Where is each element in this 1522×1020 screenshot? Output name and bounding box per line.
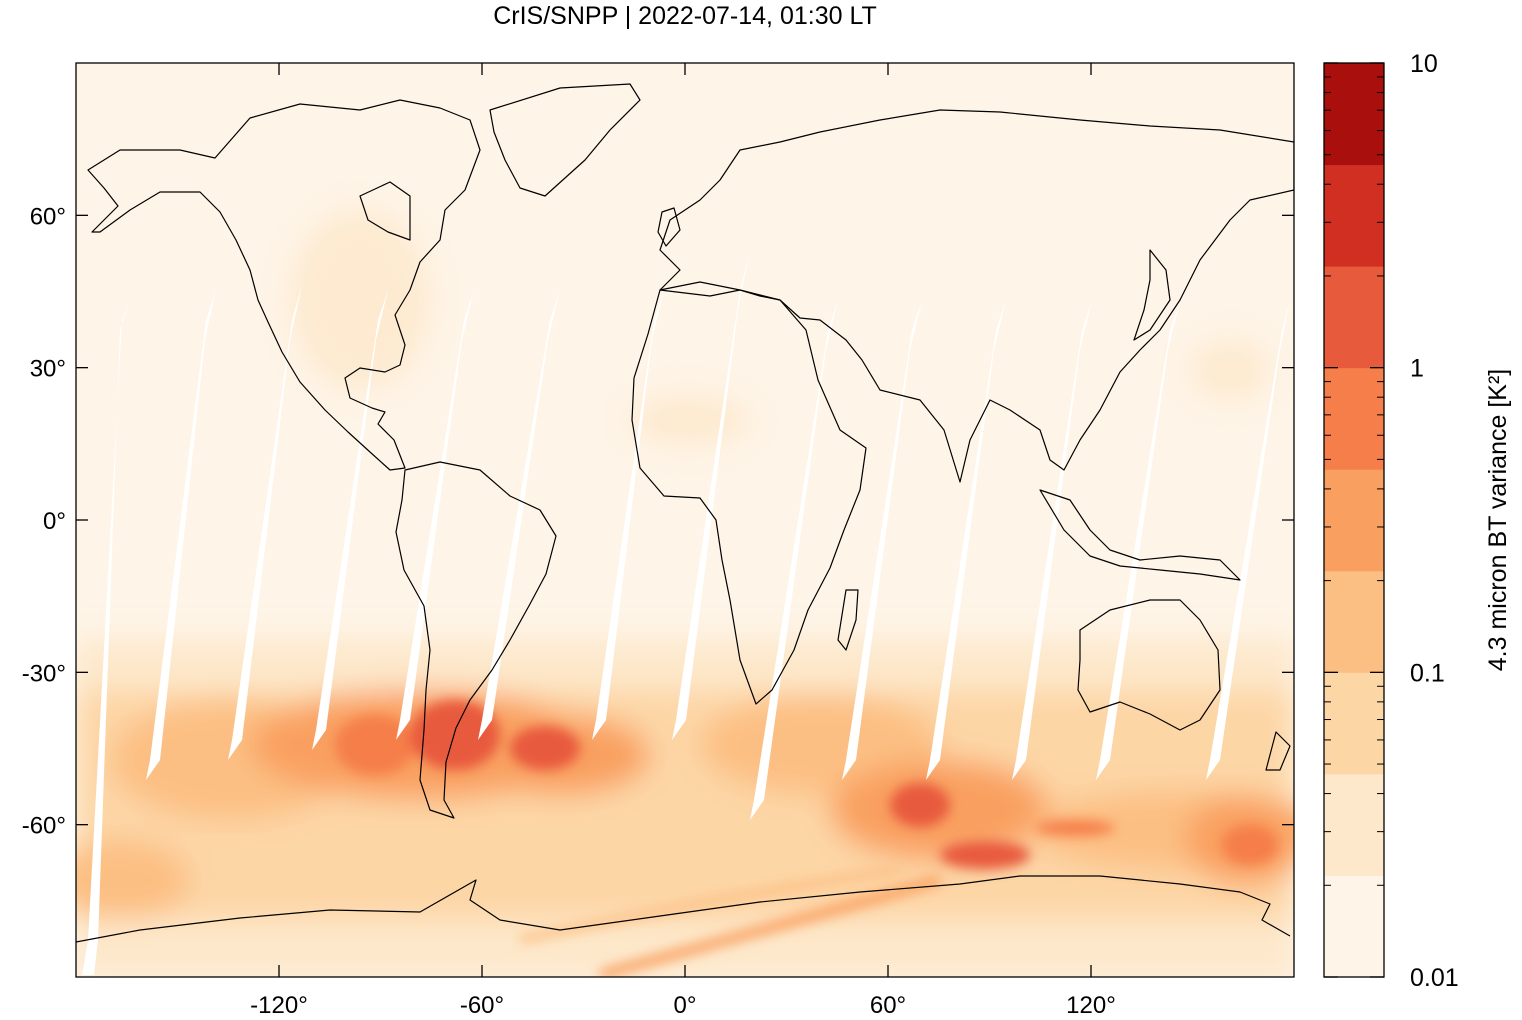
coastline-south-america — [395, 461, 557, 819]
colorbar-band — [1324, 875, 1384, 978]
coastline-africa — [631, 281, 867, 705]
variance-patch — [1190, 340, 1270, 400]
colorbar-tick-label: 1 — [1410, 355, 1424, 383]
map-area — [76, 63, 1294, 977]
orbit-gap — [926, 300, 1006, 780]
colorbar-band — [1324, 469, 1384, 572]
coastline-uk — [657, 207, 681, 247]
colorbar-band — [1324, 164, 1384, 267]
colorbar-label: 4.3 micron BT variance [K²] — [1484, 369, 1512, 671]
colorbar-band — [1324, 773, 1384, 876]
orbit-gap — [396, 290, 474, 740]
variance-patch — [290, 210, 430, 390]
variance-patch — [630, 395, 750, 445]
orbit-gap — [842, 300, 922, 780]
variance-hotspots — [335, 700, 1278, 977]
colorbar-tick-label: 10 — [1410, 50, 1438, 78]
coastline-greenland — [489, 83, 641, 197]
x-tick-label: 60° — [870, 992, 906, 1019]
variance-streak — [519, 866, 901, 944]
coastline-indonesia — [1039, 489, 1241, 581]
colorbar-tick-label: 0.1 — [1410, 659, 1445, 687]
y-tick-label: -60° — [22, 813, 66, 840]
coastline-hudson-bay — [359, 181, 411, 241]
colorbar-band — [1324, 63, 1384, 166]
orbit-gap — [1096, 300, 1180, 780]
chart-title: CrIS/SNPP | 2022-07-14, 01:30 LT — [493, 2, 877, 30]
orbit-gap — [672, 250, 750, 740]
coastline-eurasia — [659, 109, 1294, 483]
x-tick-label: 120° — [1066, 992, 1116, 1019]
y-tick-label: -30° — [22, 660, 66, 687]
y-tick-label: 0° — [43, 508, 66, 535]
variance-hotspot — [940, 841, 1030, 869]
y-tick-label: 30° — [30, 356, 66, 383]
colorbar-band — [1324, 672, 1384, 775]
variance-hotspot — [410, 700, 500, 770]
coastline-antarctica — [76, 875, 1291, 943]
variance-patch — [76, 840, 190, 920]
orbit-gap — [146, 290, 216, 780]
axes: -120° -60° 0° 60° 120° 60° 30° 0° -30° -60° — [22, 63, 1294, 1019]
coastline-north-america — [87, 99, 481, 471]
orbit-gap — [82, 300, 130, 975]
colorbar: 10 1 0.1 0.01 4.3 micron BT variance [K²] — [1323, 50, 1512, 992]
colorbar-band — [1324, 266, 1384, 369]
colorbar-tick-label: 0.01 — [1410, 964, 1459, 992]
colorbar-frame — [1323, 62, 1385, 978]
x-tick-label: -60° — [460, 992, 504, 1019]
coastlines — [76, 83, 1294, 943]
y-tick-label: 60° — [30, 203, 66, 230]
orbit-gap — [478, 290, 560, 740]
coastline-new-zealand — [1265, 731, 1291, 771]
coastline-madagascar — [837, 589, 859, 651]
coastline-australia — [1077, 599, 1221, 731]
variance-hotspot — [1222, 825, 1278, 865]
coastline-japan — [1133, 249, 1171, 341]
variance-hotspot — [1035, 820, 1115, 836]
orbit-gap — [1012, 300, 1092, 780]
variance-streak — [598, 875, 942, 977]
orbit-gap — [312, 290, 388, 750]
variance-hotspot — [510, 726, 580, 770]
orbit-gap — [1206, 300, 1290, 780]
x-tick-label: 0° — [674, 992, 697, 1019]
colorbar-band — [1324, 367, 1384, 470]
x-tick-label: -120° — [250, 992, 308, 1019]
orbit-gap — [592, 290, 664, 740]
orbit-gap — [228, 285, 302, 760]
variance-hotspot — [890, 783, 950, 827]
variance-hotspot — [335, 715, 415, 775]
colorbar-band — [1324, 570, 1384, 673]
